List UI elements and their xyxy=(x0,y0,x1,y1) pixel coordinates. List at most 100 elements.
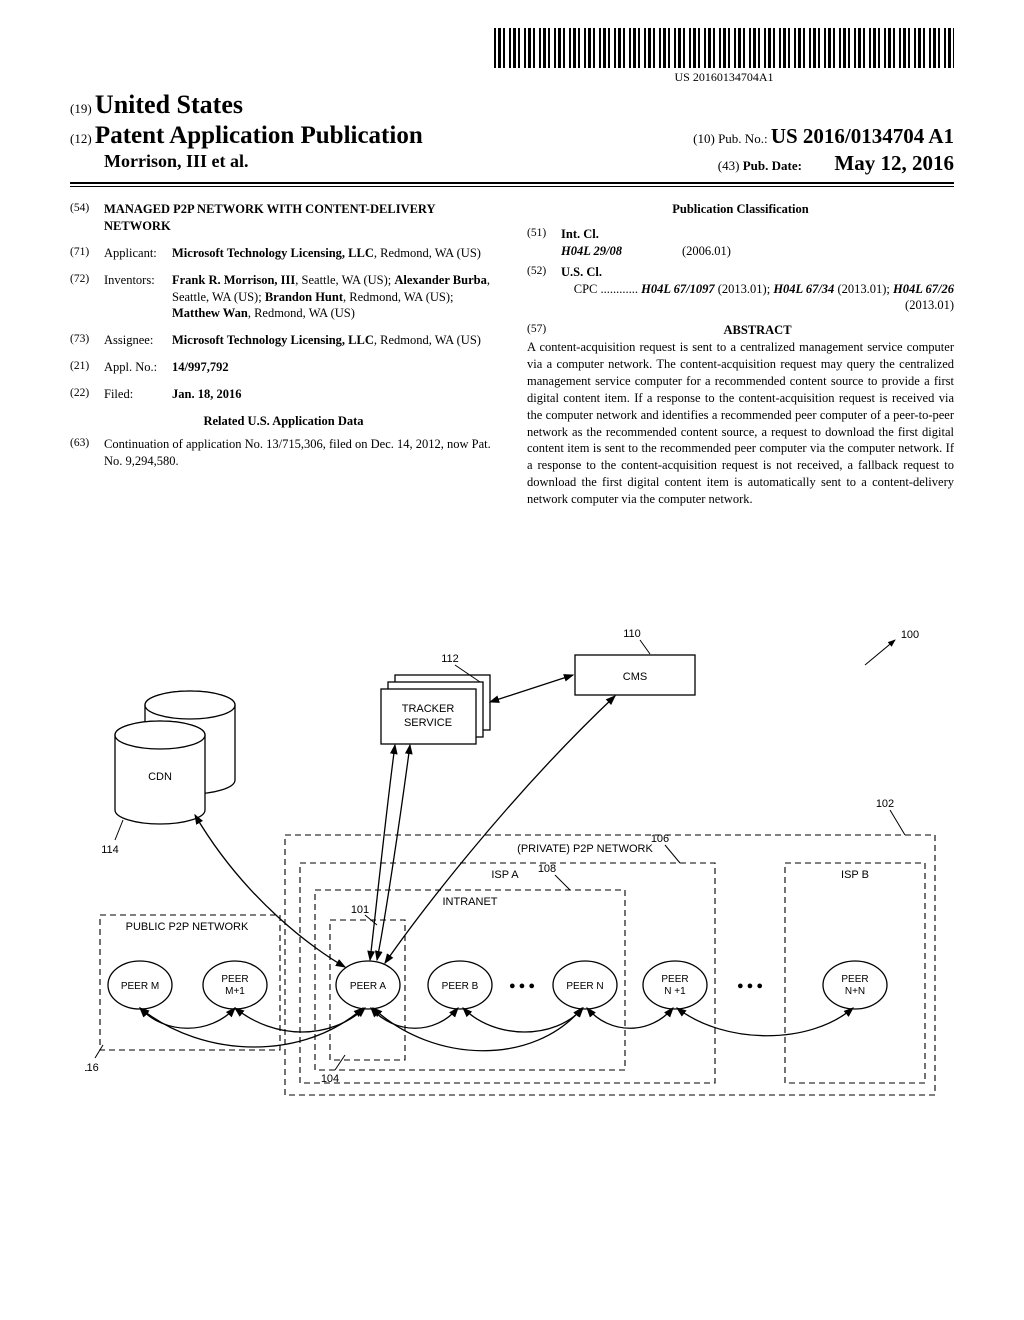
peer-nn: PEERN+N xyxy=(823,961,887,1009)
code-54: (54) xyxy=(70,201,104,235)
applno-label: Appl. No.: xyxy=(104,359,172,376)
field-71-applicant: (71) Applicant: Microsoft Technology Lic… xyxy=(70,245,497,262)
ref-106: 106 xyxy=(651,833,669,845)
barcode-block: US 20160134704A1 xyxy=(494,28,954,85)
ref-100: 100 xyxy=(901,629,919,641)
continuation-text: Continuation of application No. 13/715,3… xyxy=(104,436,497,470)
intcl-row: H04L 29/08 (2006.01) xyxy=(561,243,954,260)
svg-text:PEER A: PEER A xyxy=(350,981,386,992)
code-63: (63) xyxy=(70,436,104,470)
publication-type: Patent Application Publication xyxy=(95,122,423,149)
public-label: PUBLIC P2P NETWORK xyxy=(126,921,249,933)
peer-m1: PEERM+1 xyxy=(203,961,267,1009)
applicant-bold: Microsoft Technology Licensing, LLC xyxy=(172,246,374,260)
peer-n1: PEERN +1 xyxy=(643,961,707,1009)
country-line: (19) United States xyxy=(70,90,954,120)
code-43: (43) xyxy=(718,158,740,173)
field-22-filed: (22) Filed: Jan. 18, 2016 xyxy=(70,386,497,403)
ref-116: 116 xyxy=(85,1062,99,1074)
cdn-label: CDN xyxy=(148,771,172,783)
code-57: (57) xyxy=(527,322,561,339)
code-22: (22) xyxy=(70,386,104,403)
peer-a: PEER A xyxy=(336,961,400,1009)
svg-text:PEER N: PEER N xyxy=(566,981,603,992)
assignee-rest: , Redmond, WA (US) xyxy=(374,333,481,347)
code-12: (12) xyxy=(70,131,92,146)
peer-m: PEER M xyxy=(108,961,172,1009)
tracker-label-2: SERVICE xyxy=(404,717,452,729)
private-label: (PRIVATE) P2P NETWORK xyxy=(517,843,653,855)
abstract-text: A content-acquisition request is sent to… xyxy=(527,339,954,508)
uscl-label: U.S. Cl. xyxy=(561,265,602,279)
author-names: Morrison, III et al. xyxy=(104,151,248,171)
applicant-label: Applicant: xyxy=(104,245,172,262)
applicant-value: Microsoft Technology Licensing, LLC, Red… xyxy=(172,245,497,262)
publication-classification-header: Publication Classification xyxy=(527,201,954,218)
right-column: Publication Classification (51) Int. Cl.… xyxy=(527,201,954,508)
authors-date-line: Morrison, III et al. (43) Pub. Date: May… xyxy=(70,151,954,176)
svg-text:PEER: PEER xyxy=(661,974,688,985)
cpc-prefix: CPC ............ xyxy=(574,282,638,296)
country: United States xyxy=(95,90,243,119)
field-21-applno: (21) Appl. No.: 14/997,792 xyxy=(70,359,497,376)
rule-thin xyxy=(70,186,954,187)
ispb-label: ISP B xyxy=(841,869,869,881)
pubdate-label: Pub. Date: xyxy=(743,158,802,173)
figure-diagram: 100 CMS 110 TRACKER SERVICE 112 CDN 114 xyxy=(85,620,945,1140)
peer-dots-1: ● ● ● xyxy=(509,980,535,992)
intcl-date: (2006.01) xyxy=(682,243,731,260)
ref-104: 104 xyxy=(321,1073,339,1085)
code-73: (73) xyxy=(70,332,104,349)
two-column-body: (54) MANAGED P2P NETWORK WITH CONTENT-DE… xyxy=(70,201,954,508)
intcl-code: H04L 29/08 xyxy=(561,244,622,258)
tracker-label-1: TRACKER xyxy=(402,703,455,715)
code-51: (51) xyxy=(527,226,561,243)
field-72-inventors: (72) Inventors: Frank R. Morrison, III, … xyxy=(70,272,497,323)
intranet-label: INTRANET xyxy=(443,896,498,908)
peer-b: PEER B xyxy=(428,961,492,1009)
assignee-value: Microsoft Technology Licensing, LLC, Red… xyxy=(172,332,497,349)
inventors-value: Frank R. Morrison, III, Seattle, WA (US)… xyxy=(172,272,497,323)
code-19: (19) xyxy=(70,101,92,116)
svg-text:N +1: N +1 xyxy=(664,986,686,997)
intcl-label: Int. Cl. xyxy=(561,227,599,241)
applno-value: 14/997,792 xyxy=(172,359,497,376)
field-54-title: (54) MANAGED P2P NETWORK WITH CONTENT-DE… xyxy=(70,201,497,235)
ref-108: 108 xyxy=(538,863,556,875)
publication-number: US 2016/0134704 A1 xyxy=(771,124,954,148)
svg-text:PEER: PEER xyxy=(221,974,248,985)
rule-thick xyxy=(70,182,954,184)
abstract-label: ABSTRACT xyxy=(723,323,791,337)
applicant-rest: , Redmond, WA (US) xyxy=(374,246,481,260)
barcode xyxy=(494,28,954,68)
filed-label: Filed: xyxy=(104,386,172,403)
svg-text:PEER: PEER xyxy=(841,974,868,985)
filed-value: Jan. 18, 2016 xyxy=(172,386,497,403)
field-51-intcl: (51) Int. Cl. xyxy=(527,226,954,243)
peer-dots-2: ● ● ● xyxy=(737,980,763,992)
applno-bold: 14/997,792 xyxy=(172,360,229,374)
left-column: (54) MANAGED P2P NETWORK WITH CONTENT-DE… xyxy=(70,201,497,508)
field-57-abstract: (57) ABSTRACT xyxy=(527,322,954,339)
code-10: (10) xyxy=(693,131,715,146)
pubno-label: Pub. No.: xyxy=(718,131,767,146)
code-52: (52) xyxy=(527,264,561,281)
code-72: (72) xyxy=(70,272,104,323)
header-block: (19) United States (12) Patent Applicati… xyxy=(70,90,954,187)
cpc-line: CPC ............ H04L 67/1097 (2013.01);… xyxy=(561,281,954,315)
publication-date: May 12, 2016 xyxy=(834,151,954,175)
svg-text:N+N: N+N xyxy=(845,986,865,997)
ref-102: 102 xyxy=(876,798,894,810)
code-21: (21) xyxy=(70,359,104,376)
invention-title: MANAGED P2P NETWORK WITH CONTENT-DELIVER… xyxy=(104,201,497,235)
svg-text:M+1: M+1 xyxy=(225,986,245,997)
related-us-header: Related U.S. Application Data xyxy=(70,413,497,430)
cms-label: CMS xyxy=(623,671,647,683)
field-73-assignee: (73) Assignee: Microsoft Technology Lice… xyxy=(70,332,497,349)
code-71: (71) xyxy=(70,245,104,262)
ispa-label: ISP A xyxy=(491,869,519,881)
field-52-uscl: (52) U.S. Cl. xyxy=(527,264,954,281)
filed-bold: Jan. 18, 2016 xyxy=(172,387,241,401)
cdn-group: CDN xyxy=(115,691,235,824)
peer-n: PEER N xyxy=(553,961,617,1009)
